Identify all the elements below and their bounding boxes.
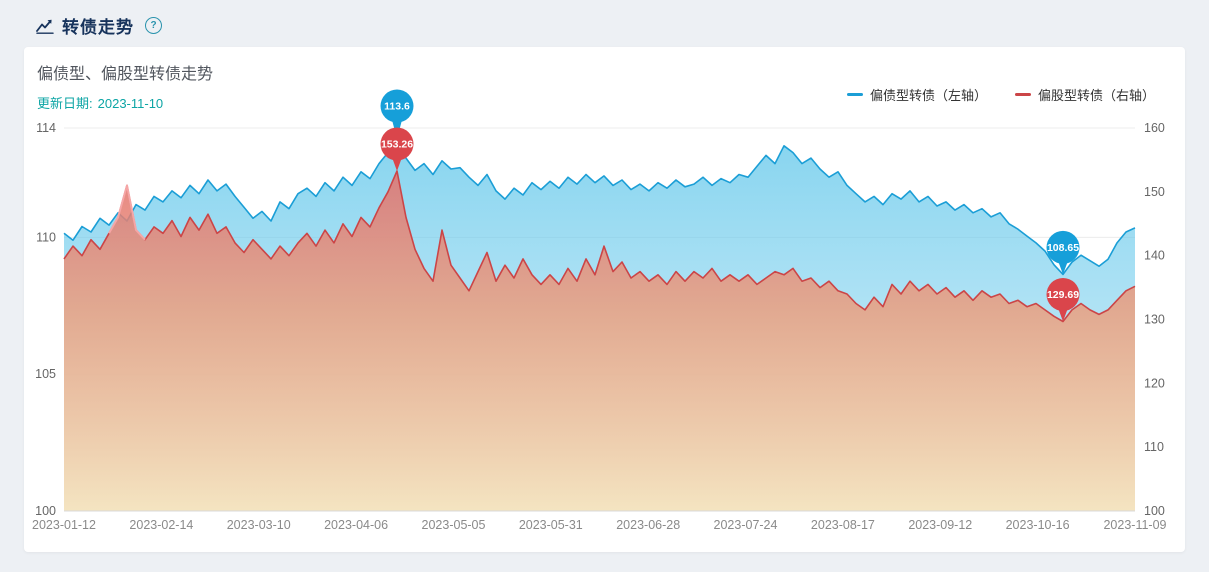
update-row: 更新日期: 2023-11-10 — [24, 84, 1185, 112]
x-axis-tick: 2023-03-10 — [227, 518, 291, 532]
marker-min-129.69: 129.69 — [1046, 277, 1080, 322]
trend-chart[interactable]: 100 105 110 114 100 110 120 130 140 150 160 2023-01… — [24, 82, 1185, 544]
x-axis-tick: 2023-02-14 — [129, 518, 193, 532]
left-axis-tick: 105 — [35, 367, 56, 381]
left-axis-tick: 114 — [36, 121, 56, 135]
right-axis-tick: 160 — [1144, 121, 1165, 135]
right-axis-tick: 120 — [1144, 376, 1165, 390]
chart-legend: 偏债型转债（左轴） 偏股型转债（右轴） — [846, 85, 1155, 104]
marker-max-153.26: 153.26 — [380, 127, 414, 172]
legend-swatch-red — [1014, 93, 1031, 96]
chart-title: 偏债型、偏股型转债走势 — [37, 66, 214, 83]
highlight-segment — [108, 184, 146, 241]
trend-chart-icon — [36, 18, 54, 34]
series-area-1 — [64, 171, 1135, 511]
x-axis-tick: 2023-10-16 — [1006, 518, 1070, 532]
legend-label-equity-biased: 偏股型转债（右轴） — [1037, 88, 1155, 103]
update-date-value: 2023-11-10 — [97, 96, 164, 111]
marker-min-108.65: 108.65 — [1046, 230, 1080, 275]
legend-item-debt-biased[interactable]: 偏债型转债（左轴） — [846, 85, 987, 104]
x-axis-tick: 2023-05-31 — [519, 518, 583, 532]
right-axis-tick: 140 — [1144, 249, 1165, 263]
x-axis-tick: 2023-11-09 — [1103, 518, 1166, 532]
svg-text:108.65: 108.65 — [1047, 242, 1079, 254]
x-axis-tick: 2023-09-12 — [908, 518, 972, 532]
x-axis-tick: 2023-04-06 — [324, 518, 388, 532]
chart-card: 偏债型、偏股型转债走势 更新日期: 2023-11-10 偏债型转债（左轴） 偏股… — [24, 47, 1185, 552]
left-axis-tick: 100 — [35, 504, 56, 518]
page-header: 转债走势 ? — [0, 0, 1209, 47]
x-axis-tick: 2023-08-17 — [811, 518, 875, 532]
legend-swatch-blue — [846, 93, 863, 96]
svg-text:113.6: 113.6 — [384, 101, 410, 113]
svg-text:129.69: 129.69 — [1047, 289, 1079, 301]
x-axis-tick: 2023-06-28 — [616, 518, 680, 532]
update-date-label: 更新日期: — [37, 96, 93, 111]
left-axis-tick: 110 — [36, 230, 56, 244]
right-axis-tick: 110 — [1144, 440, 1164, 454]
right-axis-tick: 130 — [1144, 313, 1165, 327]
page-title: 转债走势 — [62, 18, 134, 37]
legend-label-debt-biased: 偏债型转债（左轴） — [869, 88, 987, 103]
right-axis-tick: 100 — [1144, 504, 1165, 518]
svg-text:153.26: 153.26 — [381, 139, 413, 151]
series-line-1 — [63, 170, 1136, 323]
right-axis-tick: 150 — [1144, 185, 1165, 199]
series-line-0 — [63, 138, 1136, 276]
legend-item-equity-biased[interactable]: 偏股型转债（右轴） — [1014, 85, 1155, 104]
x-axis-tick: 2023-07-24 — [714, 518, 778, 532]
x-axis-tick: 2023-05-05 — [422, 518, 486, 532]
x-axis-tick: 2023-01-12 — [32, 518, 96, 532]
help-icon[interactable]: ? — [145, 17, 162, 34]
